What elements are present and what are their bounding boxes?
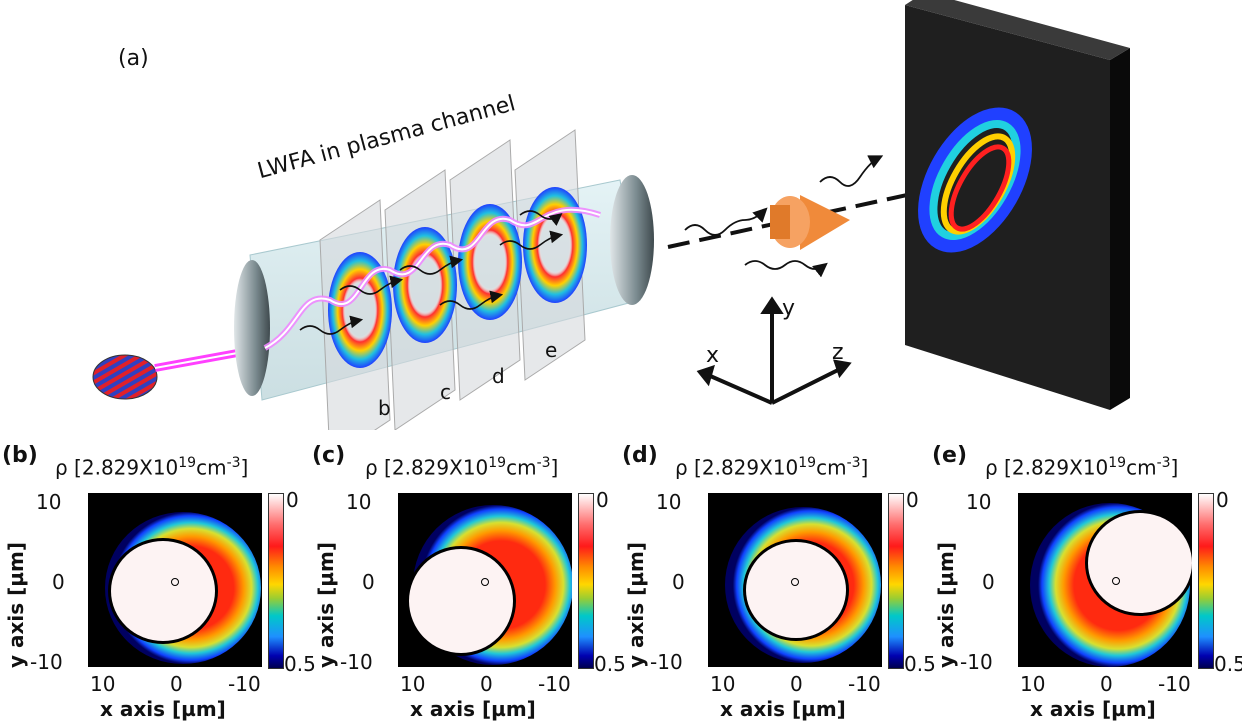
colorbar-bottom-tick: 0.5 — [904, 652, 936, 676]
x-axis-label: x axis [µm] — [100, 697, 226, 721]
density-map — [708, 493, 882, 667]
scene-panel-a: (a) — [92, 0, 1130, 430]
panel-label: (b) — [2, 443, 38, 468]
panel-label: (d) — [622, 443, 658, 468]
y-tick: -10 — [30, 650, 63, 674]
y-axis-label: y axis [µm] — [314, 542, 338, 668]
axis-label-z: z — [832, 340, 844, 365]
colorbar-bottom-tick: 0.5 — [1214, 652, 1242, 676]
center-marker — [171, 578, 179, 586]
axes-3d — [696, 296, 852, 405]
y-tick: -10 — [960, 650, 993, 674]
x-tick: 10 — [710, 672, 736, 696]
density-title: ρ [2.829X1019cm-3] — [675, 455, 869, 480]
conversion-target — [770, 195, 850, 250]
x-axis-label: x axis [µm] — [1030, 697, 1156, 721]
slice-label-d: d — [492, 364, 505, 388]
center-marker — [791, 578, 799, 586]
detector-screen — [905, 0, 1130, 410]
axis-label-y: y — [782, 296, 796, 321]
colorbar-top-tick: 0 — [906, 488, 919, 512]
x-axis-label: x axis [µm] — [410, 697, 536, 721]
cavity — [1088, 513, 1192, 613]
y-tick: 10 — [656, 490, 682, 514]
y-axis-label: y axis [µm] — [934, 542, 958, 668]
panel-label: (c) — [312, 443, 346, 468]
x-tick: 10 — [400, 672, 426, 696]
x-tick: 10 — [1020, 672, 1046, 696]
cavity — [409, 549, 513, 653]
y-tick: 10 — [346, 490, 372, 514]
photon-arrows — [299, 210, 564, 335]
panel-a-label: (a) — [118, 46, 149, 71]
y-tick: -10 — [340, 650, 373, 674]
density-title: ρ [2.829X1019cm-3] — [365, 455, 559, 480]
x-tick: -10 — [1158, 672, 1191, 696]
colorbar-top-tick: 0 — [596, 488, 609, 512]
x-tick: -10 — [848, 672, 881, 696]
colorbar-top-tick: 0 — [286, 488, 299, 512]
y-tick: 0 — [982, 570, 995, 594]
center-marker — [1112, 577, 1120, 585]
slice-planes — [319, 129, 587, 430]
x-tick: -10 — [228, 672, 261, 696]
x-tick: -10 — [538, 672, 571, 696]
cavity — [746, 542, 846, 638]
x-tick: 0 — [1100, 672, 1113, 696]
density-map — [1018, 493, 1195, 667]
x-tick: 0 — [480, 672, 493, 696]
density-map — [398, 493, 573, 667]
density-title: ρ [2.829X1019cm-3] — [985, 455, 1179, 480]
x-tick: 10 — [90, 672, 116, 696]
y-tick: 0 — [672, 570, 685, 594]
colorbar-bottom-tick: 0.5 — [284, 652, 316, 676]
y-tick: 10 — [966, 490, 992, 514]
y-tick: 0 — [52, 570, 65, 594]
x-tick: 0 — [790, 672, 803, 696]
center-marker — [481, 578, 489, 586]
density-title: ρ [2.829X1019cm-3] — [55, 455, 249, 480]
colorbar — [1198, 493, 1214, 669]
colorbar — [268, 493, 284, 669]
slice-label-c: c — [440, 380, 451, 404]
slice-label-e: e — [545, 338, 558, 362]
axis-label-x: x — [706, 343, 720, 368]
density-map — [88, 493, 262, 667]
entrance-lens — [234, 260, 270, 396]
slice-label-b: b — [378, 396, 391, 420]
colorbar-top-tick: 0 — [1216, 488, 1229, 512]
colorbar — [888, 493, 904, 669]
y-tick: -10 — [650, 650, 683, 674]
y-axis-label: y axis [µm] — [4, 542, 28, 668]
y-tick: 0 — [362, 570, 375, 594]
x-tick: 0 — [170, 672, 183, 696]
y-tick: 10 — [36, 490, 62, 514]
exit-lens — [610, 175, 654, 305]
x-axis-label: x axis [µm] — [720, 697, 846, 721]
cavity — [111, 541, 215, 641]
panel-label: (e) — [932, 443, 968, 468]
colorbar-bottom-tick: 0.5 — [594, 652, 626, 676]
laser-pulse — [92, 354, 158, 400]
setup-illustration — [92, 0, 1130, 430]
y-axis-label: y axis [µm] — [624, 542, 648, 668]
colorbar — [578, 493, 594, 669]
